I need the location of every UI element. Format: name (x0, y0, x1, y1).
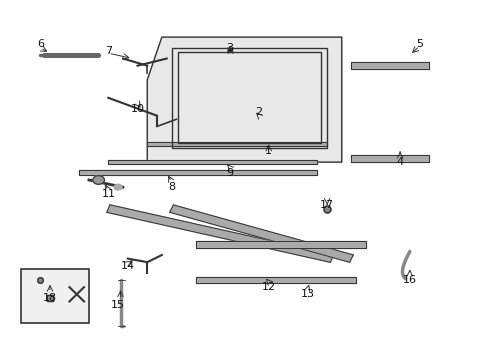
Text: 6: 6 (37, 39, 44, 49)
Text: 7: 7 (104, 46, 112, 57)
Text: 12: 12 (261, 282, 275, 292)
Text: 17: 17 (320, 200, 333, 210)
Polygon shape (196, 241, 366, 248)
Text: 13: 13 (300, 289, 314, 299)
Circle shape (114, 184, 122, 190)
Polygon shape (351, 63, 428, 69)
Polygon shape (147, 37, 341, 162)
Text: 14: 14 (121, 261, 135, 271)
Polygon shape (106, 205, 333, 262)
Text: 16: 16 (402, 275, 416, 285)
Text: 10: 10 (130, 104, 144, 113)
Text: 18: 18 (43, 293, 57, 303)
Text: 1: 1 (265, 147, 272, 157)
FancyBboxPatch shape (21, 269, 89, 323)
Polygon shape (108, 160, 317, 164)
Circle shape (93, 176, 104, 184)
Text: 2: 2 (255, 107, 262, 117)
Polygon shape (147, 142, 326, 147)
Text: 8: 8 (168, 182, 175, 192)
Text: 11: 11 (101, 189, 115, 199)
Text: 3: 3 (226, 43, 233, 53)
Polygon shape (79, 170, 317, 175)
Polygon shape (196, 277, 356, 283)
Polygon shape (169, 205, 353, 262)
Text: 15: 15 (111, 300, 125, 310)
Text: 9: 9 (226, 168, 233, 178)
Text: 4: 4 (396, 157, 403, 167)
Polygon shape (351, 156, 428, 162)
Text: 5: 5 (415, 39, 422, 49)
